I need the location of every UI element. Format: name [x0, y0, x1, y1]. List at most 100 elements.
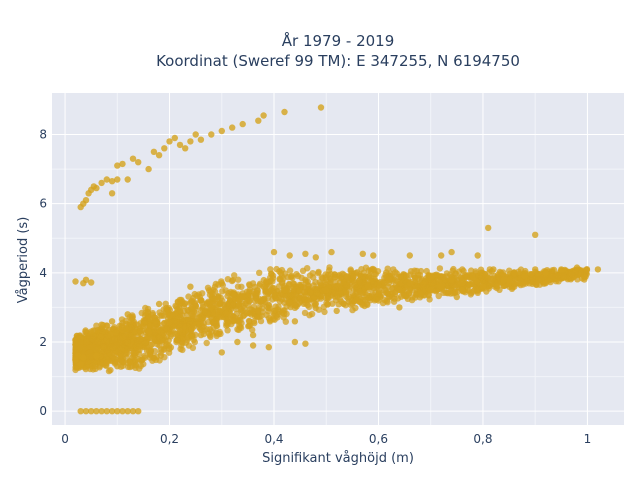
cloud-point [423, 267, 430, 275]
cloud-point [351, 279, 358, 286]
cloud-point [243, 310, 250, 317]
cloud-point [342, 302, 349, 309]
cloud-point [436, 265, 444, 272]
cloud-point [200, 320, 207, 327]
cloud-point [494, 283, 501, 290]
data-point [88, 279, 95, 286]
data-point [511, 269, 518, 276]
cloud-point [267, 266, 274, 273]
cloud-point [256, 313, 263, 320]
cloud-point [245, 317, 253, 325]
cloud-point [274, 314, 281, 321]
cloud-point [92, 365, 99, 373]
data-point [155, 300, 163, 308]
cloud-point [390, 266, 397, 273]
data-point [124, 176, 131, 183]
cloud-point [94, 338, 102, 346]
data-point [145, 165, 152, 173]
data-point [406, 252, 413, 259]
cloud-point [358, 266, 365, 273]
cloud-point [294, 272, 302, 280]
cloud-point [275, 294, 283, 302]
cloud-point [450, 265, 457, 273]
cloud-point [560, 273, 568, 280]
cloud-point [326, 264, 333, 271]
cloud-point [263, 303, 271, 311]
cloud-point [127, 324, 135, 332]
data-point [234, 338, 241, 346]
cloud-point [247, 306, 254, 313]
cloud-point [195, 315, 203, 322]
data-point [93, 352, 100, 359]
cloud-point [100, 343, 107, 351]
data-point [453, 293, 460, 301]
data-point [129, 408, 137, 415]
cloud-point [185, 293, 192, 300]
cloud-point [188, 310, 195, 317]
data-point [490, 266, 497, 273]
cloud-point [129, 313, 136, 321]
cloud-point [182, 339, 190, 346]
cloud-point [276, 275, 283, 282]
data-point [249, 331, 257, 339]
data-point [155, 152, 163, 159]
data-point [239, 120, 246, 128]
cloud-point [369, 291, 376, 298]
cloud-point [207, 288, 214, 295]
cloud-point [369, 265, 377, 273]
cloud-point [253, 287, 261, 294]
cloud-point [401, 277, 409, 285]
data-point [359, 250, 366, 257]
data-point [197, 136, 205, 143]
cloud-point [285, 299, 292, 306]
cloud-point [145, 347, 153, 354]
cloud-point [127, 359, 134, 366]
cloud-point [93, 346, 100, 353]
data-point [573, 264, 581, 271]
cloud-point [306, 312, 313, 319]
data-point [474, 252, 481, 259]
data-point [532, 231, 539, 238]
data-point [505, 276, 513, 283]
data-point [532, 266, 539, 273]
cloud-point [343, 282, 351, 290]
cloud-point [413, 283, 421, 290]
data-point [72, 356, 79, 363]
cloud-point [235, 302, 243, 310]
data-point [260, 283, 267, 290]
cloud-point [222, 310, 230, 317]
cloud-point [313, 286, 320, 293]
cloud-point [111, 355, 119, 362]
cloud-point [256, 269, 263, 276]
data-point [88, 408, 95, 415]
data-point [364, 283, 372, 290]
data-point [208, 131, 215, 138]
cloud-point [111, 336, 118, 343]
cloud-point [133, 321, 141, 328]
cloud-point [178, 296, 185, 304]
data-point [291, 338, 299, 346]
cloud-point [172, 302, 179, 310]
cloud-point [222, 304, 230, 312]
cloud-point [523, 278, 531, 285]
cloud-point [189, 305, 196, 312]
data-point [150, 148, 158, 155]
cloud-point [550, 266, 558, 274]
cloud-point [268, 271, 275, 278]
data-point [270, 307, 278, 315]
cloud-point [273, 265, 280, 273]
cloud-point [146, 314, 153, 322]
data-point [93, 408, 100, 415]
cloud-point [83, 338, 90, 346]
cloud-point [189, 297, 196, 305]
cloud-point [457, 274, 465, 281]
data-point [281, 108, 288, 116]
cloud-point [157, 312, 164, 319]
data-point [521, 273, 528, 280]
data-point [103, 359, 111, 366]
cloud-point [396, 280, 403, 287]
cloud-point [583, 266, 591, 274]
data-point [323, 286, 330, 294]
cloud-point [381, 296, 388, 304]
